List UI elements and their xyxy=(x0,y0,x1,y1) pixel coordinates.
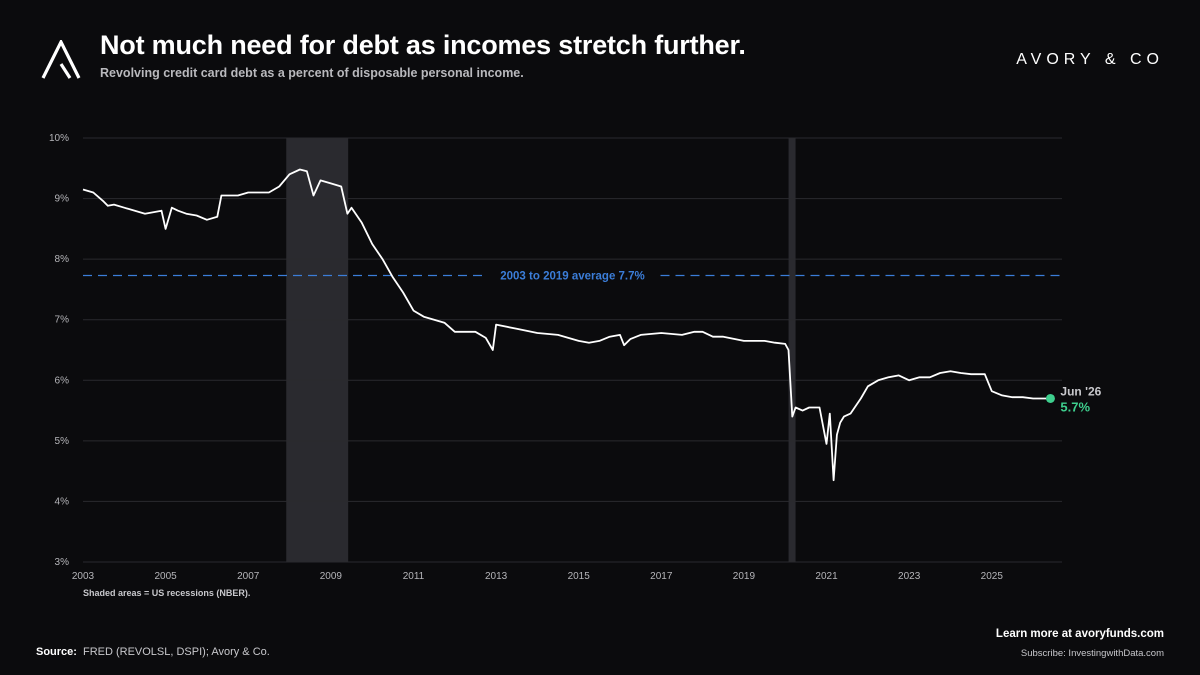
line-chart: 3%4%5%6%7%8%9%10% 2003 2005 2007 2009 2011 20… xyxy=(49,133,1102,582)
x-tick-label: 2005 xyxy=(154,571,177,582)
recession-bands xyxy=(286,138,796,562)
average-label: 2003 to 2019 average 7.7% xyxy=(500,270,645,282)
x-tick-label: 2007 xyxy=(237,571,260,582)
y-tick-label: 8% xyxy=(55,254,70,265)
recession-band xyxy=(286,138,349,562)
x-tick-label: 2023 xyxy=(898,571,921,582)
x-tick-label: 2015 xyxy=(568,571,591,582)
y-tick-label: 9% xyxy=(55,194,70,205)
x-tick-label: 2017 xyxy=(650,571,673,582)
x-tick-label: 2011 xyxy=(403,571,425,582)
recession-note: Shaded areas = US recessions (NBER). xyxy=(83,588,251,598)
recession-band xyxy=(788,138,796,562)
x-tick-label: 2003 xyxy=(72,571,95,582)
learn-more-link[interactable]: Learn more at avoryfunds.com xyxy=(995,628,1164,640)
y-tick-label: 3% xyxy=(55,557,70,568)
endpoint-marker-group: Jun '265.7% xyxy=(1045,384,1102,414)
x-axis-ticks: 2003 2005 2007 2009 2011 2013 2015 2017 2019 2021… xyxy=(72,571,1003,582)
y-tick-label: 7% xyxy=(55,315,70,326)
x-tick-label: 2019 xyxy=(733,571,756,582)
source-text: FRED (REVOLSL, DSPI); Avory & Co. xyxy=(82,646,270,658)
source-line: Source: FRED (REVOLSL, DSPI); Avory & Co. xyxy=(36,646,270,658)
y-axis-ticks: 3% 4% 5% 6% 7% 8% 9% 10% xyxy=(49,133,69,568)
y-tick-label: 5% xyxy=(55,436,70,447)
grid-lines xyxy=(83,137,1062,563)
source-label: Source: xyxy=(36,646,77,658)
x-tick-label: 2013 xyxy=(485,571,508,582)
brand-wordmark: AVORY & CO xyxy=(1016,51,1164,68)
avory-logo-icon xyxy=(41,40,81,79)
y-tick-label: 6% xyxy=(55,375,70,386)
endpoint-value-label: 5.7% xyxy=(1060,399,1090,414)
series-line xyxy=(82,168,1051,482)
endpoint-marker xyxy=(1045,393,1055,403)
x-tick-label: 2025 xyxy=(981,571,1004,582)
average-reference: 2003 to 2019 average 7.7% xyxy=(83,270,1062,282)
x-tick-label: 2009 xyxy=(320,571,343,582)
page-subtitle: Revolving credit card debt as a percent … xyxy=(100,66,524,80)
endpoint-date-label: Jun '26 xyxy=(1060,384,1101,398)
y-tick-label: 4% xyxy=(55,496,70,507)
series-lines xyxy=(82,168,1051,482)
page-title: Not much need for debt as incomes stretc… xyxy=(100,30,746,60)
y-tick-label: 10% xyxy=(49,133,69,144)
subscribe-link[interactable]: Subscribe: InvestingwithData.com xyxy=(1020,648,1164,659)
x-tick-label: 2021 xyxy=(815,571,838,582)
